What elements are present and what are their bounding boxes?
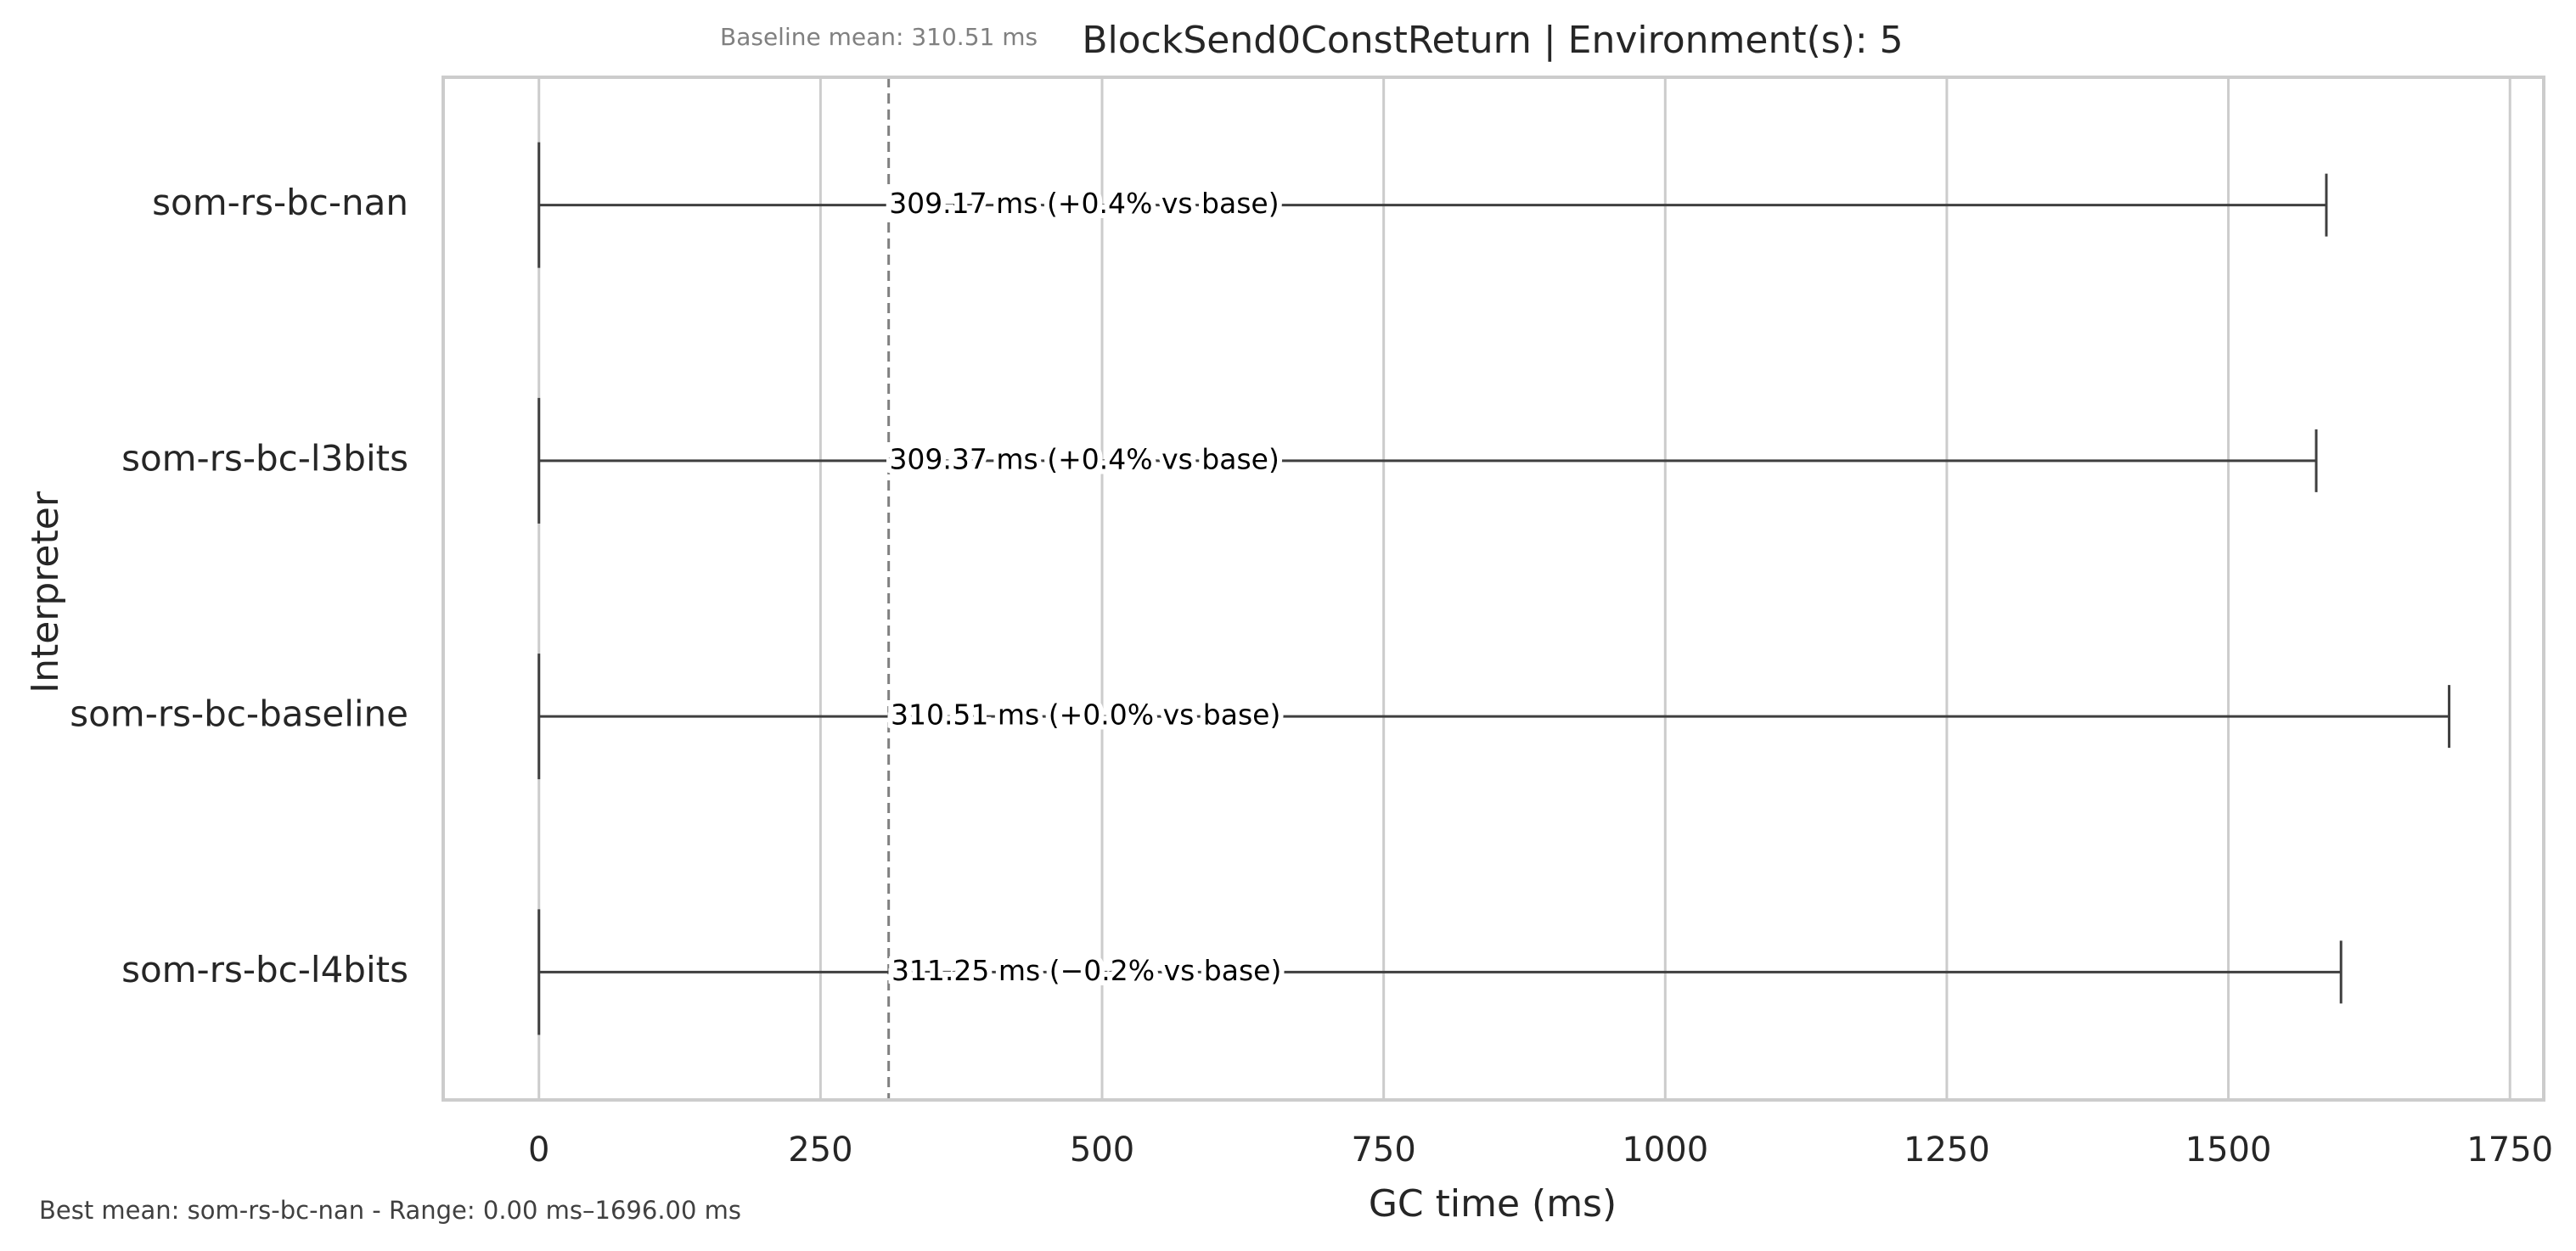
mean-label: 309.37 ms (+0.4% vs base) (889, 442, 1279, 475)
y-tick-label: som-rs-bc-baseline (70, 693, 408, 735)
box-group: 309.17 ms (+0.4% vs base) (537, 142, 2328, 268)
baseline-mean-note: Baseline mean: 310.51 ms (720, 23, 1038, 51)
mean-label: 310.51 ms (+0.0% vs base) (891, 698, 1280, 732)
x-tick-label: 750 (1351, 1130, 1415, 1170)
mean-label: 311.25 ms (−0.2% vs base) (891, 954, 1281, 987)
axis-ticks: 0 250 500 750 1000 1250 1500 1750 som-rs-bc-nan s… (70, 182, 2553, 1170)
y-tick-label: som-rs-bc-nan (152, 182, 408, 223)
y-axis-label: Interpreter (24, 491, 67, 693)
mean-label: 309.17 ms (+0.4% vs base) (889, 187, 1279, 220)
box-group: 309.37 ms (+0.4% vs base) (537, 397, 2318, 524)
y-tick-label: som-rs-bc-l3bits (121, 437, 408, 479)
x-tick-label: 1750 (2466, 1130, 2553, 1170)
x-axis-label: GC time (ms) (1369, 1182, 1617, 1226)
x-tick-label: 1500 (2185, 1130, 2272, 1170)
x-tick-label: 0 (528, 1130, 549, 1170)
box-series: 309.17 ms (+0.4% vs base) 309.37 ms (+0.4… (537, 142, 2451, 1035)
best-mean-footer: Best mean: som-rs-bc-nan - Range: 0.00 m… (39, 1196, 741, 1225)
x-tick-label: 1250 (1904, 1130, 1990, 1170)
box-group: 310.51 ms (+0.0% vs base) (537, 654, 2451, 780)
chart-title: BlockSend0ConstReturn | Environment(s): … (1082, 19, 1903, 62)
plot-frame (442, 76, 2545, 1102)
box-group: 311.25 ms (−0.2% vs base) (537, 909, 2343, 1035)
y-tick-label: som-rs-bc-l4bits (121, 949, 408, 990)
x-tick-label: 500 (1070, 1130, 1134, 1170)
x-tick-label: 250 (788, 1130, 852, 1170)
x-tick-label: 1000 (1622, 1130, 1708, 1170)
